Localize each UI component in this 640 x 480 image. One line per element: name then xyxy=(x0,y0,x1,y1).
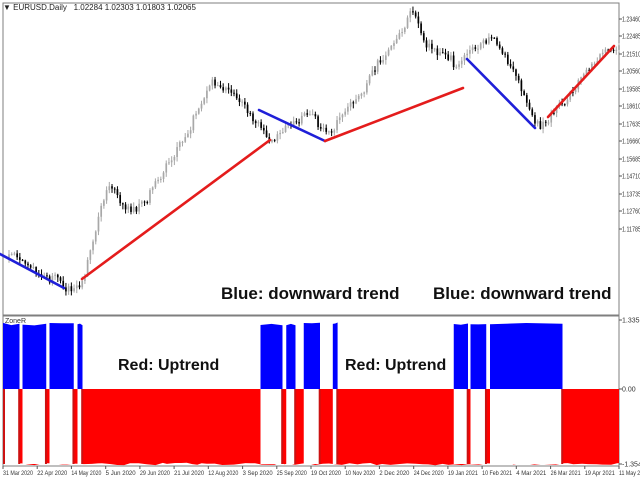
svg-text:1.14710: 1.14710 xyxy=(622,174,640,181)
svg-text:2 Dec 2020: 2 Dec 2020 xyxy=(379,471,410,477)
svg-text:21 Jul 2020: 21 Jul 2020 xyxy=(174,471,205,477)
svg-text:Blue: downward trend: Blue: downward trend xyxy=(221,284,400,303)
svg-text:29 Jun 2020: 29 Jun 2020 xyxy=(140,471,171,477)
svg-text:19 Apr 2021: 19 Apr 2021 xyxy=(585,471,616,477)
svg-text:5 Jun 2020: 5 Jun 2020 xyxy=(106,471,137,477)
svg-text:1.335: 1.335 xyxy=(622,318,640,325)
svg-text:Blue: downward trend: Blue: downward trend xyxy=(433,284,612,303)
svg-text:-1.3548: -1.3548 xyxy=(622,462,640,469)
svg-text:1.19585: 1.19585 xyxy=(622,87,640,94)
svg-text:26 Mar 2021: 26 Mar 2021 xyxy=(551,471,582,477)
svg-text:22 Apr 2020: 22 Apr 2020 xyxy=(37,471,68,477)
svg-text:1.17635: 1.17635 xyxy=(622,122,640,129)
svg-text:24 Dec 2020: 24 Dec 2020 xyxy=(414,471,445,477)
svg-text:Red: Uptrend: Red: Uptrend xyxy=(118,357,219,374)
svg-text:4 Mar 2021: 4 Mar 2021 xyxy=(516,471,547,477)
svg-text:1.15685: 1.15685 xyxy=(622,157,640,164)
svg-text:1.18610: 1.18610 xyxy=(622,104,640,111)
svg-text:1.23460: 1.23460 xyxy=(622,17,640,24)
svg-text:1.11785: 1.11785 xyxy=(622,227,640,234)
svg-text:1.20560: 1.20560 xyxy=(622,69,640,76)
svg-text:1.21510: 1.21510 xyxy=(622,52,640,59)
svg-text:ZoneR: ZoneR xyxy=(5,318,26,325)
svg-text:Red: Uptrend: Red: Uptrend xyxy=(345,357,446,374)
svg-text:1.16660: 1.16660 xyxy=(622,139,640,146)
svg-text:1.13735: 1.13735 xyxy=(622,192,640,199)
svg-text:12 Aug 2020: 12 Aug 2020 xyxy=(208,471,239,477)
svg-text:10 Nov 2020: 10 Nov 2020 xyxy=(345,471,376,477)
svg-text:0.00: 0.00 xyxy=(622,387,636,394)
svg-text:1.22485: 1.22485 xyxy=(622,34,640,41)
svg-text:14 May 2020: 14 May 2020 xyxy=(71,471,102,477)
svg-text:11 May 2021: 11 May 2021 xyxy=(619,471,640,477)
svg-text:31 Mar 2020: 31 Mar 2020 xyxy=(3,471,34,477)
svg-text:1.12760: 1.12760 xyxy=(622,209,640,216)
svg-text:25 Sep 2020: 25 Sep 2020 xyxy=(277,471,308,477)
svg-text:19 Jan 2021: 19 Jan 2021 xyxy=(448,471,479,477)
svg-text:3 Sep 2020: 3 Sep 2020 xyxy=(243,471,274,477)
svg-text:10 Feb 2021: 10 Feb 2021 xyxy=(482,471,513,477)
svg-text:19 Oct 2020: 19 Oct 2020 xyxy=(311,471,342,477)
